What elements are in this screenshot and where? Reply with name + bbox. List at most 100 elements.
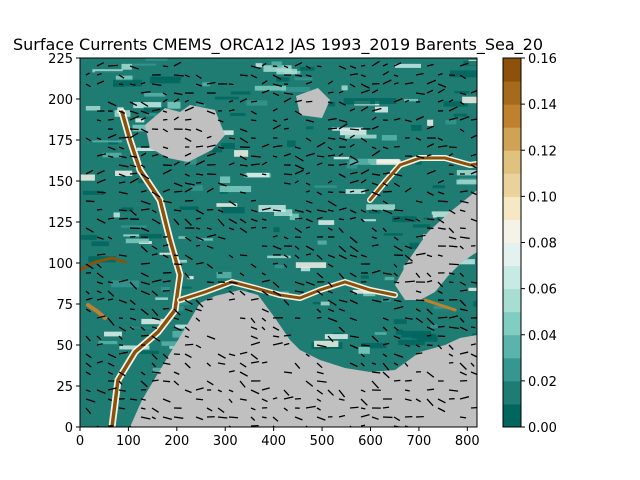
velocity-arrow [426,143,435,148]
velocity-arrow [316,362,323,369]
velocity-arrow [360,64,366,67]
velocity-arrow [349,245,359,253]
velocity-arrow [107,64,118,67]
velocity-arrow [305,74,312,78]
colorbar-level [503,380,521,405]
velocity-arrow [96,62,105,67]
colorbar-tick-label: 0.10 [528,190,557,205]
velocity-arrow [327,290,334,294]
chart-title: Surface Currents CMEMS_ORCA12 JAS 1993_2… [13,35,543,55]
velocity-arrow [316,216,323,220]
speed-patch [120,225,147,228]
velocity-arrow [459,236,470,240]
speed-patch [374,332,387,335]
velocity-arrow [217,146,224,149]
velocity-arrow [327,91,334,94]
velocity-arrow [129,65,139,70]
velocity-arrow [239,74,248,77]
velocity-arrow [239,173,248,178]
velocity-arrow [228,389,234,393]
speed-patch [219,130,234,135]
velocity-arrow [459,371,467,376]
velocity-arrow [426,317,435,326]
velocity-arrow [305,100,313,103]
velocity-arrow [96,343,103,346]
speed-patch [346,161,358,169]
speed-patch [314,185,337,188]
velocity-arrow [261,80,268,85]
speed-patch [431,211,451,217]
velocity-arrow [382,209,393,215]
y-tick-label: 25 [56,380,73,395]
speed-patch [216,271,232,279]
speed-patch [192,58,211,64]
velocity-arrow [195,344,202,349]
velocity-arrow [459,200,469,204]
x-axis: 0 100 200 300 400 500 600 700 800 [76,427,480,449]
velocity-arrow [415,299,425,302]
velocity-arrow [360,407,366,410]
velocity-arrow [415,352,423,355]
velocity-arrow [283,92,294,95]
velocity-arrow [118,380,123,385]
speed-patch [234,150,249,157]
speed-patch [246,100,268,106]
velocity-arrow [96,119,102,122]
speed-patch [276,77,290,82]
velocity-arrow [448,263,459,266]
velocity-arrow [162,254,169,259]
speed-patch [394,63,421,68]
velocity-arrow [338,245,347,253]
velocity-arrow [239,380,246,388]
jet-west-spitsbergen-core [110,110,182,427]
velocity-arrow [349,406,359,409]
velocity-arrow [272,108,278,112]
velocity-arrow [349,344,359,350]
velocity-arrow [206,245,214,249]
velocity-arrow [305,65,311,70]
velocity-arrow [162,146,169,150]
velocity-arrow [382,70,390,76]
velocity-arrow [118,83,124,86]
speed-patch [318,220,335,225]
velocity-arrow [349,134,355,139]
speed-patch [314,340,339,347]
velocity-arrow [250,100,258,103]
velocity-arrow [96,297,105,301]
velocity-arrow [250,226,257,229]
colorbar-level [503,196,521,220]
velocity-arrow [206,407,213,412]
velocity-arrow [305,218,313,223]
speed-patch [430,324,438,329]
land-mainland [130,290,477,427]
velocity-arrow [371,371,381,374]
speed-patch [384,276,395,281]
velocity-arrow [448,315,459,319]
velocity-arrow [327,281,333,288]
velocity-arrow [393,272,398,277]
velocity-arrow [437,344,443,350]
velocity-arrow [118,146,125,150]
velocity-arrow [228,227,235,231]
colorbar-level [503,173,521,197]
velocity-arrow [459,115,470,121]
speed-patch [190,185,203,191]
velocity-arrow [283,182,291,185]
colorbar-tick-label: 0.12 [528,144,557,159]
velocity-arrow [382,227,387,233]
velocity-arrow [239,290,246,296]
velocity-arrow [162,188,171,193]
speed-patch [409,242,420,250]
velocity-arrow [404,280,415,283]
velocity-arrow [294,164,305,170]
velocity-arrow [415,398,422,403]
speed-patch [172,331,187,338]
velocity-arrow [459,308,468,312]
velocity-arrow [261,317,267,322]
velocity-arrow [349,155,358,162]
velocity-arrow [195,317,201,322]
velocity-arrow [85,169,94,175]
velocity-arrow [140,371,146,376]
velocity-arrow [415,252,426,256]
velocity-arrow [360,353,365,358]
